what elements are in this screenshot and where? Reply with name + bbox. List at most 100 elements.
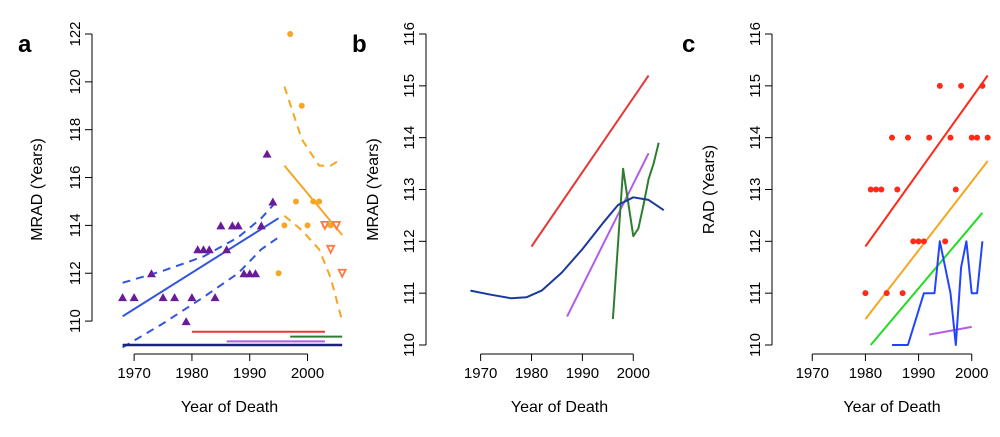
y-tick-label: 111 [747, 282, 764, 305]
y-axis-title: MRAD (Years) [365, 138, 382, 241]
series-line [929, 325, 972, 336]
data-point [316, 198, 323, 205]
y-tick-label: 116 [401, 22, 418, 46]
data-point [899, 290, 906, 297]
panel-letter: a [18, 31, 32, 58]
y-tick-label: 110 [401, 333, 418, 357]
data-point [198, 245, 208, 254]
data-point [883, 290, 890, 297]
data-point [268, 197, 278, 206]
x-tick-label: 1980 [849, 365, 882, 382]
y-tick-label: 115 [747, 74, 764, 98]
series-line [864, 74, 989, 248]
y-tick-label: 114 [67, 213, 84, 237]
y-tick-label: 116 [747, 22, 764, 46]
data-point [958, 82, 965, 89]
y-tick-label: 113 [747, 178, 764, 202]
series-line [122, 217, 280, 318]
panel-b: b 110 111 112 113 114 115 116 1970 1980 1990 2000 Ye… [352, 22, 665, 416]
x-axis-title: Year of Death [181, 399, 278, 416]
data-point [889, 134, 895, 141]
panel-c: c 110 111 112 113 114 115 116 1970 1980 1990 2000 Ye… [682, 22, 991, 416]
y-axis-title: MRAD (Years) [29, 138, 46, 241]
series-line [892, 240, 984, 346]
data-point [227, 221, 237, 230]
data-point [894, 186, 901, 193]
data-point [204, 245, 214, 254]
x-tick-label: 1980 [515, 365, 548, 382]
x-tick-label: 2000 [955, 365, 988, 382]
data-point [210, 293, 220, 302]
data-point [118, 293, 128, 302]
y-tick-label: 112 [401, 229, 418, 253]
y-tick-label: 112 [747, 229, 764, 253]
data-point [216, 221, 226, 230]
series-line [611, 142, 660, 320]
x-tick-label: 2000 [617, 365, 650, 382]
y-tick-label: 118 [67, 118, 84, 142]
data-point [325, 244, 336, 255]
y-tick-label: 114 [401, 126, 418, 150]
data-point [146, 269, 156, 278]
data-point [281, 222, 288, 229]
data-point [327, 222, 334, 229]
data-point [915, 238, 922, 245]
series-line [122, 198, 280, 284]
data-point [974, 134, 981, 141]
x-tick-label: 1990 [566, 365, 599, 382]
x-axis-title: Year of Death [511, 399, 608, 416]
y-tick-label: 110 [747, 333, 764, 357]
y-tick-label: 120 [67, 69, 84, 94]
data-point [233, 221, 243, 230]
x-tick-label: 1970 [117, 365, 150, 382]
series-line [530, 74, 650, 248]
y-tick-label: 115 [401, 74, 418, 98]
series-line [283, 215, 344, 322]
data-point [904, 134, 911, 141]
x-tick-label: 1990 [233, 365, 266, 382]
data-point [984, 134, 991, 141]
x-tick-label: 1970 [464, 365, 497, 382]
data-point [319, 220, 330, 231]
series-line [566, 152, 650, 317]
series-line [869, 212, 984, 346]
data-point [256, 221, 266, 230]
data-point [952, 186, 959, 193]
data-point [298, 102, 305, 109]
panel-letter: c [682, 31, 695, 58]
series-line [470, 196, 665, 300]
data-point [193, 245, 203, 254]
data-point [920, 238, 927, 245]
data-point [262, 149, 272, 158]
data-point [304, 222, 311, 229]
data-point [187, 293, 197, 302]
y-tick-label: 110 [67, 309, 84, 333]
panel-letter: b [352, 31, 367, 58]
data-point [292, 198, 299, 205]
x-tick-label: 1990 [902, 365, 935, 382]
y-tick-label: 116 [67, 166, 84, 190]
data-point [942, 238, 949, 245]
y-axis-title: RAD (Years) [701, 145, 718, 234]
x-axis-title: Year of Death [843, 399, 940, 416]
data-point [337, 268, 348, 279]
data-point [181, 317, 191, 326]
data-point [170, 293, 180, 302]
data-point [275, 270, 282, 277]
data-point [287, 31, 294, 37]
series-line [283, 86, 343, 167]
y-tick-label: 122 [67, 21, 84, 46]
data-point [239, 269, 249, 278]
data-point [910, 238, 917, 245]
data-point [251, 269, 261, 278]
y-tick-label: 113 [401, 178, 418, 202]
data-point [129, 293, 139, 302]
data-point [331, 220, 342, 231]
data-point [245, 269, 255, 278]
data-point [310, 198, 317, 205]
y-tick-label: 111 [401, 282, 418, 305]
x-tick-label: 1980 [175, 365, 208, 382]
data-point [936, 82, 943, 89]
data-point [926, 134, 933, 141]
